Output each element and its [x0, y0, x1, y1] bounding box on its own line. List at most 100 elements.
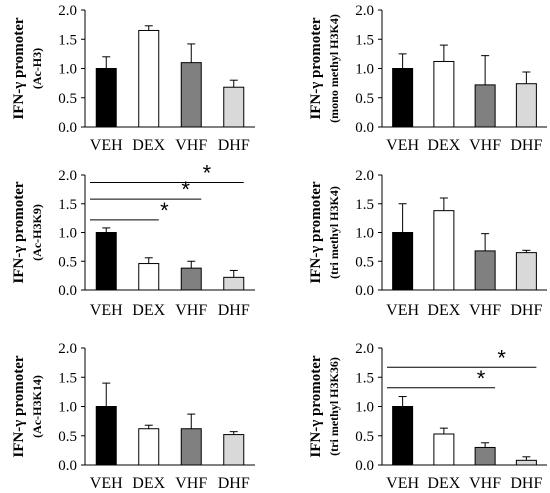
y-axis-sublabel: (mono methyl H3K4) — [327, 14, 341, 123]
y-tick-label: 0.0 — [58, 120, 77, 136]
bar-dex — [433, 433, 455, 466]
y-axis-sublabel: (tri methyl H3K4) — [327, 186, 341, 279]
category-label: VEH — [386, 302, 419, 319]
y-tick-label: 1.5 — [355, 370, 374, 386]
y-tick-label: 1.0 — [355, 62, 374, 78]
bar-veh — [392, 68, 414, 128]
category-label: DEX — [427, 137, 460, 154]
significance-star: * — [203, 160, 212, 185]
y-tick-label: 0.5 — [58, 254, 77, 270]
y-tick-label: 2.0 — [58, 341, 77, 357]
y-tick-label: 0.5 — [355, 254, 374, 270]
bar-veh — [95, 232, 117, 291]
bar-dhf — [223, 434, 245, 466]
y-axis-label: IFN-γ promoter — [11, 17, 27, 119]
y-axis-sublabel: (tri methyl H3K36) — [327, 357, 341, 456]
bar-vhf — [180, 267, 202, 291]
chart-panel: 0.0 0.5 1.0 1.5 2.0 VEH DEX VHF DHF IFN-γ promote… — [11, 3, 255, 154]
chart-panel: 0.0 0.5 1.0 1.5 2.0 VEH DEX VHF DHF * * IFN-γ promo… — [308, 341, 547, 492]
y-tick-label: 1.5 — [58, 32, 77, 48]
significance-star: * — [160, 198, 169, 223]
y-tick-label: 0.0 — [355, 458, 374, 474]
bar-dhf — [515, 459, 537, 466]
y-tick-label: 0.5 — [355, 429, 374, 445]
bar-vhf — [180, 62, 202, 128]
category-label: DHF — [510, 137, 542, 154]
bar-veh — [392, 406, 414, 466]
bar-dhf — [223, 276, 245, 291]
significance-star: * — [477, 366, 486, 391]
category-label: VHF — [175, 475, 207, 492]
y-tick-label: 0.0 — [355, 120, 374, 136]
y-tick-label: 2.0 — [355, 168, 374, 184]
bar-vhf — [474, 250, 496, 291]
category-label: VEH — [90, 475, 123, 492]
category-label: DEX — [427, 302, 460, 319]
category-label: VHF — [175, 137, 207, 154]
y-tick-label: 2.0 — [355, 341, 374, 357]
y-tick-label: 1.5 — [58, 197, 77, 213]
chart-panel: 0.0 0.5 1.0 1.5 2.0 VEH DEX VHF DHF IFN-γ promote… — [308, 3, 547, 154]
y-tick-label: 1.5 — [58, 370, 77, 386]
bar-vhf — [180, 428, 202, 466]
bar-vhf — [474, 84, 496, 128]
category-label: VHF — [175, 302, 207, 319]
category-label: DEX — [132, 475, 165, 492]
y-tick-label: 0.0 — [355, 283, 374, 299]
bar-dex — [433, 210, 455, 291]
category-label: DHF — [218, 137, 250, 154]
y-tick-label: 0.5 — [355, 91, 374, 107]
y-axis-label: IFN-γ promoter — [308, 17, 324, 119]
y-tick-label: 0.0 — [58, 458, 77, 474]
y-axis-label: IFN-γ promoter — [308, 355, 324, 457]
category-label: VEH — [386, 137, 419, 154]
category-label: DHF — [510, 302, 542, 319]
y-tick-label: 2.0 — [58, 3, 77, 19]
y-tick-label: 0.5 — [58, 429, 77, 445]
y-axis-label: IFN-γ promoter — [11, 355, 27, 457]
y-axis-label: IFN-γ promoter — [308, 181, 324, 283]
bar-dex — [138, 428, 160, 466]
chart-panel: 0.0 0.5 1.0 1.5 2.0 VEH DEX VHF DHF IFN-γ promote… — [308, 168, 547, 319]
bar-dhf — [515, 252, 537, 291]
significance-star: * — [181, 177, 190, 202]
category-label: VHF — [469, 137, 501, 154]
y-axis-sublabel: (Ac-H3) — [30, 48, 44, 89]
bar-veh — [95, 68, 117, 128]
y-tick-label: 1.0 — [58, 62, 77, 78]
y-tick-label: 1.0 — [355, 400, 374, 416]
y-tick-label: 2.0 — [58, 168, 77, 184]
y-tick-label: 2.0 — [355, 3, 374, 19]
category-label: DEX — [132, 302, 165, 319]
bar-dhf — [223, 86, 245, 128]
y-tick-label: 1.5 — [355, 32, 374, 48]
bar-veh — [95, 406, 117, 466]
y-axis-label: IFN-γ promoter — [11, 181, 27, 283]
category-label: VHF — [469, 475, 501, 492]
category-label: VEH — [90, 137, 123, 154]
category-label: DHF — [218, 302, 250, 319]
y-tick-label: 1.0 — [58, 400, 77, 416]
bar-veh — [392, 232, 414, 291]
bar-dex — [138, 29, 160, 128]
bar-dex — [433, 60, 455, 128]
category-label: VHF — [469, 302, 501, 319]
y-tick-label: 1.0 — [58, 226, 77, 242]
category-label: DEX — [132, 137, 165, 154]
y-tick-label: 0.5 — [58, 91, 77, 107]
chart-panel: 0.0 0.5 1.0 1.5 2.0 VEH DEX VHF DHF IFN-γ promote… — [11, 341, 255, 492]
bar-vhf — [474, 446, 496, 466]
chart-panel: 0.0 0.5 1.0 1.5 2.0 VEH DEX VHF DHF * * * IFN-γ prom… — [11, 160, 255, 319]
bar-dex — [138, 263, 160, 291]
category-label: DEX — [427, 475, 460, 492]
y-tick-label: 1.0 — [355, 226, 374, 242]
y-tick-label: 0.0 — [58, 283, 77, 299]
bar-dhf — [515, 83, 537, 128]
significance-star: * — [497, 345, 506, 370]
y-axis-sublabel: (Ac-H3K14) — [30, 375, 44, 438]
y-tick-label: 1.5 — [355, 197, 374, 213]
y-axis-sublabel: (Ac-H3K9) — [30, 204, 44, 261]
category-label: DHF — [510, 475, 542, 492]
category-label: DHF — [218, 475, 250, 492]
